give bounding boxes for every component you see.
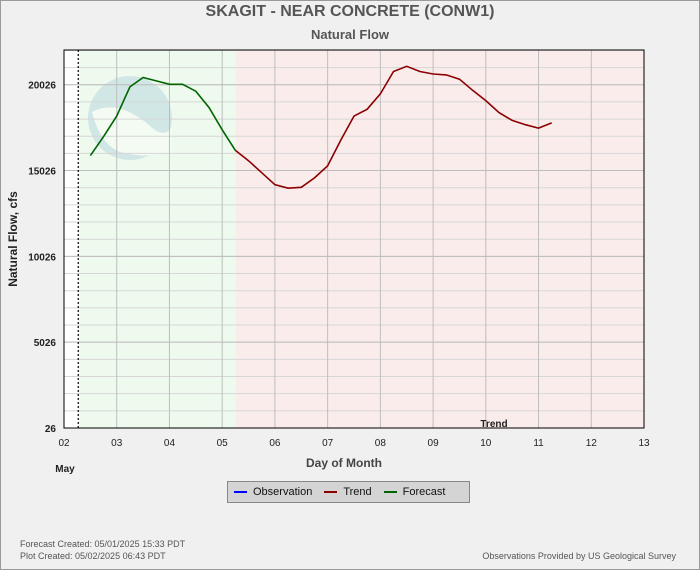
x-tick-label: 06	[269, 438, 281, 449]
legend-swatch-forecast	[383, 491, 397, 493]
x-tick-label: 07	[322, 438, 334, 449]
legend-item-forecast: Forecast	[383, 486, 446, 498]
forecast-created-text: Forecast Created: 05/01/2025 15:33 PDT	[20, 539, 186, 549]
legend-label-observation: Observation	[253, 486, 313, 498]
x-tick-label: 13	[638, 438, 650, 449]
legend-swatch-trend	[324, 491, 338, 493]
x-tick-label: 04	[164, 438, 176, 449]
x-month-label: May	[55, 464, 75, 475]
y-axis-label: Natural Flow, cfs	[6, 191, 20, 287]
series-line-forecast	[89, 76, 237, 157]
plot-created-text: Plot Created: 05/02/2025 06:43 PDT	[20, 551, 166, 561]
chart-subtitle: Natural Flow	[310, 27, 389, 42]
chart-title: SKAGIT - NEAR CONCRETE (CONW1)	[205, 3, 495, 20]
noaa-watermark-circle	[88, 76, 172, 160]
plot-border	[63, 49, 645, 429]
x-tick-label: 08	[375, 438, 387, 449]
y-tick-label: 15026	[28, 167, 56, 178]
y-tick-label: 20026	[28, 81, 56, 92]
y-tick-label: 10026	[28, 252, 56, 263]
x-tick-label: 03	[111, 438, 123, 449]
x-tick-label: 11	[533, 438, 544, 449]
x-tick-label: 02	[58, 438, 70, 449]
y-tick-label: 26	[45, 424, 57, 435]
legend-label-forecast: Forecast	[402, 486, 446, 498]
y-tick-label: 5026	[34, 338, 57, 349]
x-tick-label: 12	[586, 438, 598, 449]
legend-label-trend: Trend	[343, 486, 372, 498]
x-tick-label: 09	[428, 438, 440, 449]
legend-item-trend: Trend	[324, 486, 372, 498]
x-tick-label: 10	[480, 438, 492, 449]
legend-swatch-observation	[234, 491, 247, 493]
series-line-trend	[234, 65, 552, 190]
trend-region-label: Trend	[480, 419, 507, 430]
usgs-credit-text: Observations Provided by US Geological S…	[482, 551, 676, 561]
x-tick-label: 05	[217, 438, 229, 449]
x-axis-label: Day of Month	[306, 456, 382, 470]
legend: Observation Trend Forecast	[227, 481, 470, 503]
legend-item-observation: Observation	[234, 486, 312, 498]
